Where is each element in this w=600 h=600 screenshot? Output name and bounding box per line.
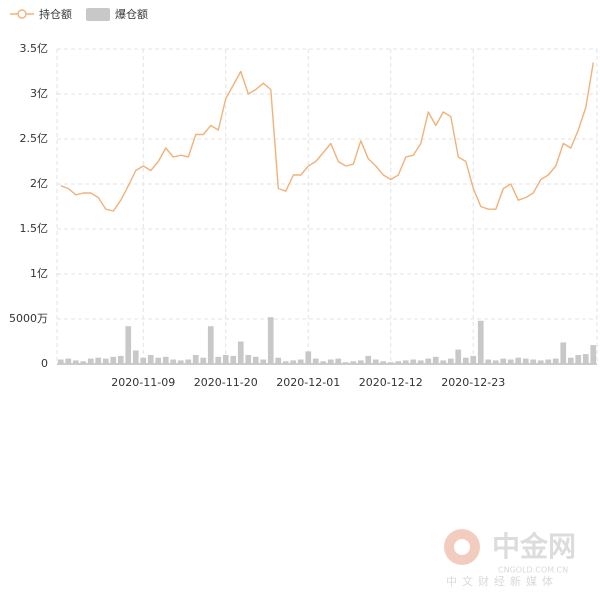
bar: [252, 356, 259, 364]
bar: [125, 326, 132, 364]
x-tick-label: 2020-11-09: [111, 376, 175, 389]
bar: [267, 317, 274, 364]
bar: [387, 362, 394, 364]
bar: [432, 356, 439, 364]
bar: [215, 356, 222, 364]
bar: [72, 360, 79, 364]
watermark-name: 中金网: [492, 530, 576, 563]
bar: [462, 357, 469, 364]
bar: [162, 356, 169, 364]
y-tick-label: 2亿: [30, 177, 48, 190]
x-tick-label: 2020-11-20: [194, 376, 258, 389]
bar: [132, 350, 139, 364]
bar: [192, 355, 199, 364]
bar: [275, 357, 282, 364]
x-tick-label: 2020-12-01: [276, 376, 340, 389]
x-tick-label: 2020-12-12: [359, 376, 423, 389]
bar: [492, 360, 499, 364]
bar: [500, 358, 507, 364]
bar: [552, 358, 559, 364]
bar: [447, 358, 454, 364]
bar: [567, 357, 574, 364]
bar: [350, 361, 357, 364]
bar: [65, 358, 72, 364]
bar: [327, 359, 334, 364]
watermark-slogan: 中文财经新媒体: [446, 574, 558, 588]
bar: [260, 359, 267, 364]
bar: [230, 355, 237, 364]
bar: [170, 359, 177, 364]
bar: [530, 359, 537, 364]
bar: [155, 357, 162, 364]
bar: [140, 357, 147, 364]
legend-symbol: [86, 8, 110, 21]
watermark-url: CNGOLD.COM.CN: [498, 566, 568, 575]
bar: [372, 359, 379, 364]
bar: [177, 360, 184, 364]
bar: [575, 355, 582, 364]
y-tick-label: 1亿: [30, 267, 48, 280]
bar: [290, 360, 297, 364]
bar: [440, 360, 447, 364]
bar: [522, 358, 529, 364]
bar: [185, 359, 192, 364]
bar: [335, 358, 342, 364]
bar: [282, 361, 289, 364]
bar: [515, 357, 522, 364]
y-tick-label: 0: [41, 357, 48, 370]
bar: [395, 361, 402, 364]
bar: [80, 361, 87, 364]
y-tick-label: 5000万: [9, 312, 48, 325]
bar: [117, 355, 124, 364]
bar: [507, 359, 514, 364]
bar: [57, 359, 64, 364]
bar: [297, 359, 304, 364]
bar: [207, 326, 214, 364]
bar: [87, 358, 94, 364]
y-tick-label: 2.5亿: [20, 132, 49, 145]
bar: [402, 360, 409, 364]
bar: [342, 362, 349, 364]
bar: [312, 358, 319, 364]
line: [60, 62, 594, 212]
bar: [365, 355, 372, 364]
legend-symbol: [17, 9, 27, 19]
bar: [357, 360, 364, 364]
bar: [380, 361, 387, 364]
bar: [485, 359, 492, 364]
legend-label: 爆仓额: [115, 7, 148, 21]
bar: [470, 355, 477, 364]
legend-label: 持仓额: [39, 7, 72, 21]
bar: [320, 361, 327, 364]
bar: [410, 359, 417, 364]
bar: [560, 342, 567, 364]
bar: [110, 356, 117, 364]
watermark: 中金网 CNGOLD.COM.CN 中文财经新媒体: [444, 529, 576, 588]
logo: [454, 539, 470, 555]
bar: [200, 357, 207, 364]
bar: [545, 359, 552, 364]
bar: [237, 341, 244, 364]
bar: [222, 355, 229, 364]
x-tick-label: 2020-12-23: [441, 376, 505, 389]
bar: [245, 355, 252, 364]
bar: [537, 360, 544, 364]
y-tick-label: 3.5亿: [20, 42, 49, 55]
bar: [477, 320, 484, 364]
y-tick-label: 1.5亿: [20, 222, 49, 235]
bar: [425, 358, 432, 364]
bar: [590, 345, 597, 364]
bar: [102, 358, 109, 364]
bar: [95, 357, 102, 364]
bar: [417, 360, 424, 364]
bar: [582, 354, 589, 364]
y-tick-label: 3亿: [30, 87, 48, 100]
bar: [305, 351, 312, 364]
bar: [147, 355, 154, 364]
bar: [455, 349, 462, 364]
